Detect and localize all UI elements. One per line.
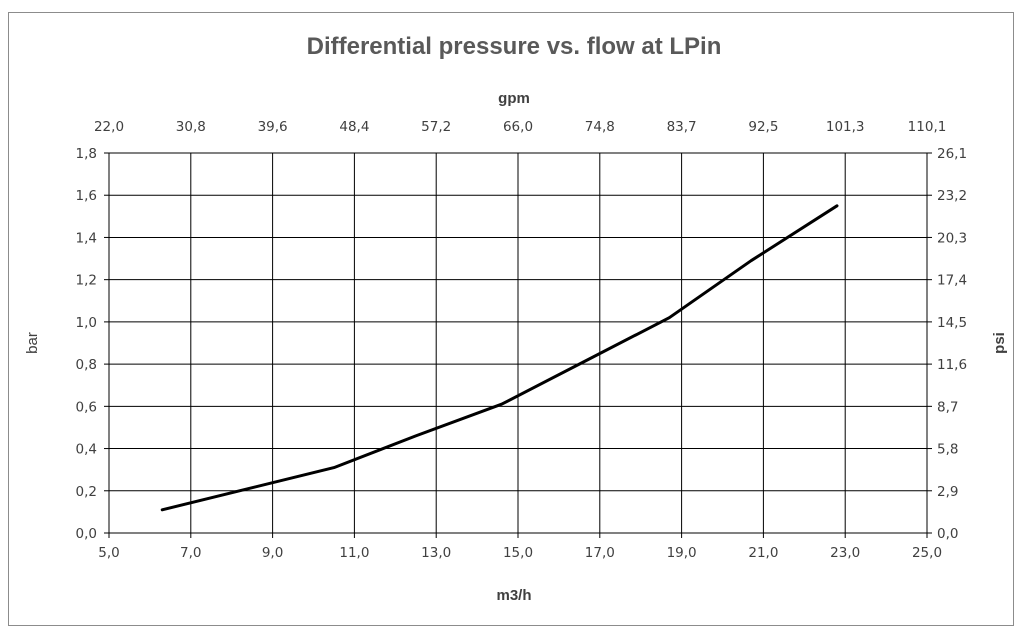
x-tick-label: 5,0 xyxy=(98,545,119,561)
y2-tick-label: 11,6 xyxy=(937,357,967,373)
x-tick-label: 21,0 xyxy=(748,545,778,561)
x-tick-label: 13,0 xyxy=(421,545,451,561)
x-tick-label: 9,0 xyxy=(262,545,283,561)
x2-tick-label: 101,3 xyxy=(826,119,865,135)
x2-tick-label: 92,5 xyxy=(748,119,778,135)
x2-tick-label: 30,8 xyxy=(176,119,206,135)
y-tick-label: 1,2 xyxy=(76,273,97,289)
y2-tick-label: 23,2 xyxy=(937,188,967,204)
y-tick-label: 1,8 xyxy=(76,146,97,162)
x2-tick-label: 66,0 xyxy=(503,119,533,135)
y-tick-label: 1,6 xyxy=(76,188,97,204)
y2-tick-label: 8,7 xyxy=(937,399,958,415)
x-tick-label: 19,0 xyxy=(667,545,697,561)
y2-tick-label: 5,8 xyxy=(937,442,958,458)
x2-tick-label: 57,2 xyxy=(421,119,451,135)
x-tick-label: 15,0 xyxy=(503,545,533,561)
x2-tick-label: 110,1 xyxy=(908,119,947,135)
x-axis-title: m3/h xyxy=(496,587,531,604)
y2-tick-label: 0,0 xyxy=(937,526,958,542)
y2-tick-label: 20,3 xyxy=(937,230,967,246)
x2-tick-label: 83,7 xyxy=(667,119,697,135)
y-tick-label: 0,0 xyxy=(76,526,97,542)
x-tick-label: 11,0 xyxy=(339,545,369,561)
chart-title: Differential pressure vs. flow at LPin xyxy=(307,33,722,60)
gridlines xyxy=(104,152,932,538)
y-tick-label: 0,6 xyxy=(76,399,97,415)
y-tick-label: 1,0 xyxy=(76,315,97,331)
series-line xyxy=(160,204,839,512)
x2-tick-label: 22,0 xyxy=(94,119,124,135)
y-tick-label: 0,4 xyxy=(76,442,97,458)
x-tick-label: 7,0 xyxy=(180,545,201,561)
x-tick-label: 17,0 xyxy=(585,545,615,561)
y-tick-label: 1,4 xyxy=(76,230,97,246)
series-layer xyxy=(160,204,839,512)
y2-axis-title: psi xyxy=(991,332,1008,354)
x-tick-label: 25,0 xyxy=(912,545,942,561)
x2-tick-label: 48,4 xyxy=(339,119,369,135)
y2-tick-label: 26,1 xyxy=(937,146,967,162)
y2-tick-label: 2,9 xyxy=(937,484,958,500)
x2-tick-label: 39,6 xyxy=(258,119,288,135)
y2-tick-label: 14,5 xyxy=(937,315,967,331)
y-axis-title: bar xyxy=(24,332,41,354)
y-tick-label: 0,8 xyxy=(76,357,97,373)
x-tick-label: 23,0 xyxy=(830,545,860,561)
y-tick-label: 0,2 xyxy=(76,484,97,500)
x2-tick-label: 74,8 xyxy=(585,119,615,135)
y2-tick-label: 17,4 xyxy=(937,273,967,289)
x2-axis-title: gpm xyxy=(498,90,530,107)
tick-labels: 5,0 22,0 7,0 30,8 9,0 39,6 11,0 48,4 13,0 57,2 15,… xyxy=(76,119,968,561)
chart-frame xyxy=(8,12,1014,626)
